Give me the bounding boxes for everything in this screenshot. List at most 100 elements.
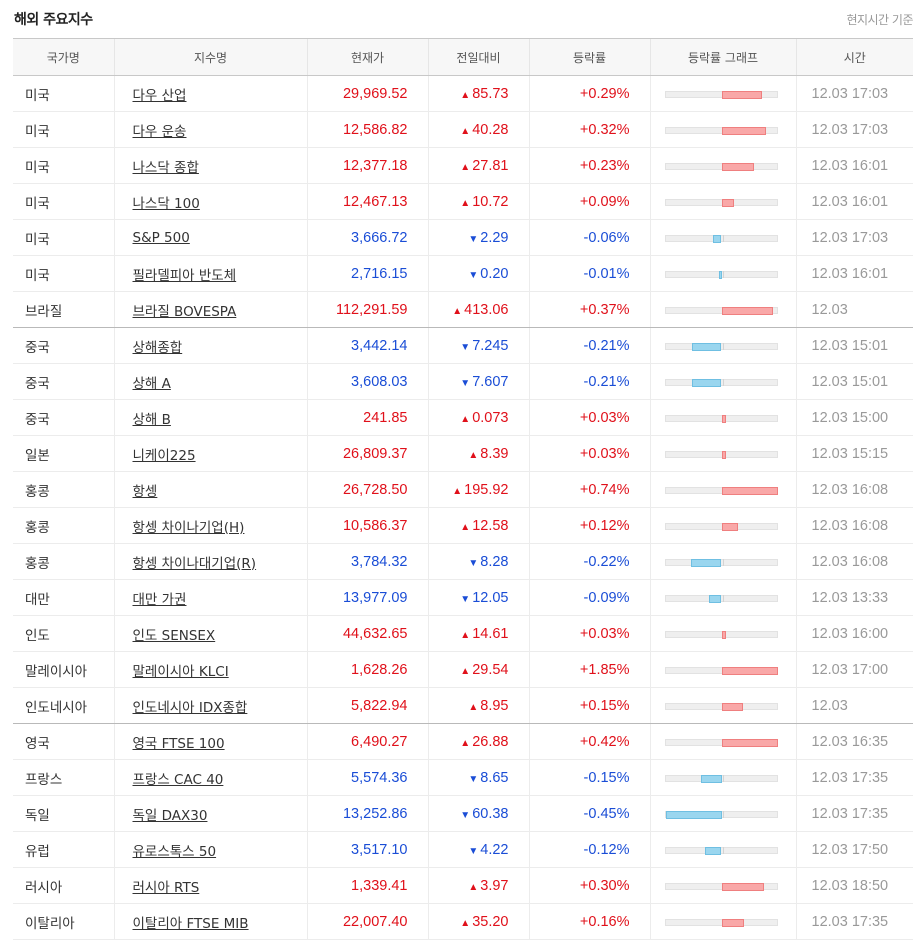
change-value: 29.54 [472, 661, 509, 678]
rate-cell: -0.01% [528, 255, 650, 292]
rate-cell: +0.32% [528, 111, 650, 148]
country-cell: 러시아 [13, 867, 114, 904]
rate-graph-midline [722, 595, 724, 602]
index-link[interactable]: 나스닥 100 [132, 195, 200, 212]
rate-graph-cell [649, 471, 796, 508]
rate-cell: +0.15% [528, 687, 650, 724]
up-triangle-icon: ▲ [468, 881, 479, 893]
time-cell: 12.03 15:00 [795, 399, 913, 436]
time-cell: 12.03 [795, 291, 913, 328]
change-value: 10.72 [472, 193, 509, 210]
price-cell: 13,252.86 [306, 795, 428, 832]
rate-graph-track [664, 559, 778, 567]
rate-graph-bar [721, 487, 778, 495]
rate-cell: +0.74% [528, 471, 650, 508]
price-cell: 1,628.26 [306, 651, 428, 688]
change-value: 8.28 [480, 553, 509, 570]
country-cell: 홍콩 [13, 471, 114, 508]
change-value: 0.073 [472, 409, 509, 426]
down-triangle-icon: ▼ [468, 269, 479, 281]
up-triangle-icon: ▲ [460, 521, 471, 533]
index-name-cell: 상해 A [113, 363, 307, 400]
index-name-cell: 러시아 RTS [113, 867, 307, 904]
change-value: 4.22 [480, 841, 509, 858]
index-link[interactable]: 영국 FTSE 100 [132, 735, 225, 752]
rate-graph-bar [700, 775, 722, 783]
index-name-cell: 다우 산업 [113, 75, 307, 112]
index-link[interactable]: 항셍 차이나기업(H) [132, 519, 245, 536]
up-triangle-icon: ▲ [452, 485, 463, 497]
rate-graph-midline [722, 235, 724, 242]
index-name-cell: 인도 SENSEX [113, 615, 307, 652]
section-title: 해외 주요지수 [14, 12, 93, 28]
rate-graph-midline [722, 343, 724, 350]
time-cell: 12.03 16:08 [795, 543, 913, 580]
index-link[interactable]: 러시아 RTS [132, 879, 200, 896]
time-cell: 12.03 16:08 [795, 507, 913, 544]
index-link[interactable]: 니케이225 [132, 447, 196, 464]
index-link[interactable]: S&P 500 [132, 229, 190, 246]
table-row: 러시아 러시아 RTS 1,339.41 ▲ 3.97 +0.30% 12.03 18:50 [13, 867, 913, 904]
change-cell: ▲ 35.20 [427, 903, 529, 940]
index-link[interactable]: 말레이시아 KLCI [132, 663, 229, 680]
index-link[interactable]: 브라질 BOVESPA [132, 303, 237, 320]
rate-graph-bar [721, 91, 763, 99]
rate-graph-midline [722, 775, 724, 782]
country-cell: 인도네시아 [13, 687, 114, 724]
index-name-cell: 유로스톡스 50 [113, 831, 307, 868]
change-value: 85.73 [472, 85, 509, 102]
price-cell: 12,467.13 [306, 183, 428, 220]
index-link[interactable]: 대만 가권 [132, 591, 187, 608]
index-link[interactable]: 이탈리아 FTSE MIB [132, 915, 249, 932]
index-link[interactable]: 항셍 차이나대기업(R) [132, 555, 257, 572]
change-value: 8.65 [480, 769, 509, 786]
rate-graph-track [664, 235, 778, 243]
rate-graph-bar [708, 595, 722, 603]
price-cell: 3,784.32 [306, 543, 428, 580]
rate-graph-track [664, 91, 778, 99]
index-link[interactable]: 프랑스 CAC 40 [132, 771, 224, 788]
down-triangle-icon: ▼ [468, 233, 479, 245]
rate-graph-track [664, 415, 778, 423]
change-value: 12.58 [472, 517, 509, 534]
up-triangle-icon: ▲ [460, 737, 471, 749]
change-value: 40.28 [472, 121, 509, 138]
index-link[interactable]: 다우 운송 [132, 123, 187, 140]
index-link[interactable]: 인도네시아 IDX종합 [132, 699, 248, 716]
change-value: 27.81 [472, 157, 509, 174]
index-link[interactable]: 인도 SENSEX [132, 627, 216, 644]
index-name-cell: 이탈리아 FTSE MIB [113, 903, 307, 940]
section-header: 해외 주요지수 현지시간 기준 [0, 0, 921, 38]
rate-graph-track [664, 703, 778, 711]
index-link[interactable]: 상해 A [132, 375, 171, 392]
rate-graph-bar [721, 523, 739, 531]
index-link[interactable]: 필라델피아 반도체 [132, 267, 237, 284]
index-link[interactable]: 상해종합 [132, 339, 183, 356]
price-cell: 3,442.14 [306, 327, 428, 364]
rate-cell: -0.12% [528, 831, 650, 868]
index-link[interactable]: 나스닥 종합 [132, 159, 199, 176]
index-link[interactable]: 유로스톡스 50 [132, 843, 217, 860]
country-cell: 프랑스 [13, 759, 114, 796]
index-link[interactable]: 상해 B [132, 411, 171, 428]
table-row: 미국 나스닥 100 12,467.13 ▲ 10.72 +0.09% 12.03 16:0… [13, 183, 913, 220]
index-link[interactable]: 다우 산업 [132, 87, 187, 104]
index-link[interactable]: 항셍 [132, 483, 158, 500]
rate-graph-cell [649, 903, 796, 940]
down-triangle-icon: ▼ [468, 557, 479, 569]
table-row: 홍콩 항셍 26,728.50 ▲ 195.92 +0.74% 12.03 16:08 [13, 471, 913, 508]
rate-graph-bar [721, 883, 764, 891]
rate-cell: -0.22% [528, 543, 650, 580]
change-cell: ▼ 12.05 [427, 579, 529, 616]
country-cell: 미국 [13, 183, 114, 220]
rate-graph-bar [665, 811, 722, 819]
change-cell: ▼ 7.607 [427, 363, 529, 400]
rate-cell: +0.12% [528, 507, 650, 544]
down-triangle-icon: ▼ [460, 809, 471, 821]
rate-graph-track [664, 847, 778, 855]
time-cell: 12.03 13:33 [795, 579, 913, 616]
down-triangle-icon: ▼ [468, 773, 479, 785]
index-link[interactable]: 독일 DAX30 [132, 807, 208, 824]
time-cell: 12.03 15:15 [795, 435, 913, 472]
up-triangle-icon: ▲ [460, 629, 471, 641]
